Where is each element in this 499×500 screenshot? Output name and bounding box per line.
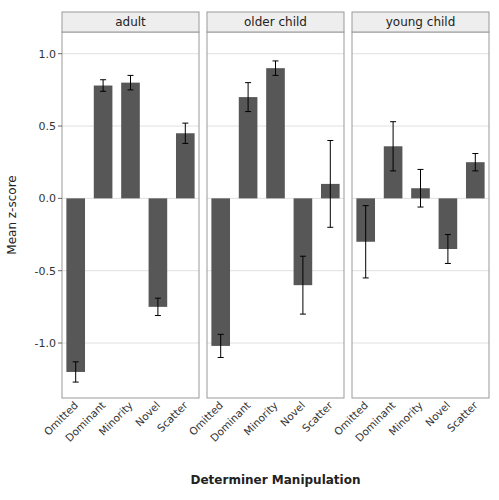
x-axis-label: Determiner Manipulation: [191, 473, 361, 487]
bar: [239, 97, 258, 198]
marks: [66, 75, 194, 382]
panel: young childOmittedDominantMinorityNovelS…: [331, 12, 489, 444]
facet-strip: [207, 12, 344, 32]
error-bar: [472, 154, 478, 171]
grid-line: [352, 343, 489, 344]
category-label: Scatter: [154, 398, 190, 434]
error-bar: [273, 61, 279, 75]
tick-label: 1.0: [39, 48, 57, 61]
tick-label: 0.0: [39, 192, 57, 205]
error-bar: [363, 206, 369, 278]
category-label: Minority: [386, 399, 425, 438]
tick-mark: [58, 53, 62, 54]
frame: [352, 32, 489, 398]
category-label: Minority: [241, 399, 280, 438]
bar: [211, 198, 230, 346]
grid-line: [207, 53, 344, 54]
frame: [207, 32, 344, 398]
error-bar: [300, 256, 306, 314]
marks: [211, 61, 339, 358]
tick-mark: [58, 198, 62, 199]
bar: [121, 83, 140, 199]
error-bar: [218, 334, 224, 357]
category-label: Dominant: [63, 399, 108, 444]
error-bar: [155, 298, 161, 315]
panel: older childOmittedDominantMinorityNovelS…: [186, 12, 344, 444]
facet-strip: [352, 12, 489, 32]
category-label: Dominant: [208, 399, 253, 444]
frame: [62, 32, 199, 398]
grid-line: [352, 53, 489, 54]
error-bar: [390, 122, 396, 171]
bar: [266, 68, 285, 198]
facet-label: young child: [386, 15, 456, 29]
bar: [149, 198, 168, 306]
tick-label: 0.5: [39, 120, 57, 133]
error-bar: [327, 140, 333, 227]
tick-mark: [58, 126, 62, 127]
grid-line: [352, 270, 489, 271]
y-axis-label: Mean z-score: [5, 175, 19, 254]
grid-line: [62, 53, 199, 54]
error-bar: [100, 80, 106, 92]
plot-area: [352, 32, 489, 398]
facet-strip: [62, 12, 199, 32]
category-label: Scatter: [444, 398, 480, 434]
tick-label: -1.0: [35, 337, 56, 350]
error-bar: [245, 83, 251, 112]
plot-area: [62, 32, 199, 398]
error-bar: [182, 123, 188, 143]
tick-mark: [58, 343, 62, 344]
category-label: Dominant: [353, 399, 398, 444]
error-bar: [418, 169, 424, 207]
bar: [66, 198, 85, 372]
tick-mark: [58, 270, 62, 271]
error-bar: [128, 75, 134, 89]
category-label: Minority: [96, 399, 135, 438]
plot-area: [207, 32, 344, 398]
facet-label: adult: [115, 15, 146, 29]
error-bar: [445, 235, 451, 264]
grid-line: [352, 126, 489, 127]
panel: adultOmittedDominantMinorityNovelScatter…: [35, 12, 199, 444]
chart: adultOmittedDominantMinorityNovelScatter…: [0, 0, 499, 500]
bar: [94, 86, 113, 199]
marks: [356, 122, 484, 278]
facet-label: older child: [244, 15, 307, 29]
category-label: Scatter: [299, 398, 335, 434]
error-bar: [73, 362, 79, 382]
tick-label: -0.5: [35, 265, 56, 278]
